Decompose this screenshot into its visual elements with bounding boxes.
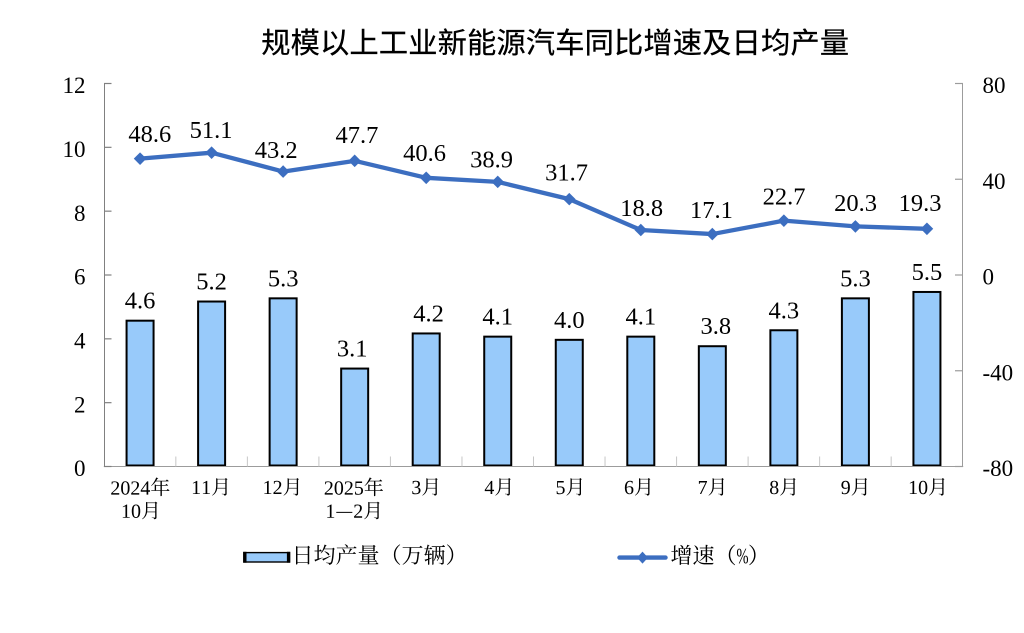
- svg-text:5.3: 5.3: [268, 265, 299, 292]
- svg-text:4.1: 4.1: [482, 304, 513, 331]
- svg-text:4.2: 4.2: [413, 300, 444, 327]
- svg-text:3.8: 3.8: [701, 313, 732, 340]
- svg-text:2: 2: [74, 392, 86, 417]
- svg-text:40: 40: [983, 169, 1006, 194]
- svg-text:-40: -40: [983, 360, 1014, 385]
- svg-text:4.3: 4.3: [769, 297, 800, 324]
- svg-text:47.7: 47.7: [335, 122, 378, 149]
- svg-text:0: 0: [74, 456, 86, 481]
- svg-text:80: 80: [983, 73, 1006, 98]
- svg-text:38.9: 38.9: [470, 146, 513, 173]
- svg-text:22.7: 22.7: [763, 184, 806, 211]
- svg-text:43.2: 43.2: [255, 137, 298, 164]
- svg-text:4.0: 4.0: [554, 307, 585, 334]
- svg-text:12: 12: [63, 73, 86, 98]
- svg-text:4: 4: [74, 328, 86, 353]
- svg-text:5.3: 5.3: [840, 265, 871, 292]
- svg-text:10: 10: [63, 137, 86, 162]
- svg-text:3.1: 3.1: [337, 336, 368, 363]
- svg-text:48.6: 48.6: [128, 121, 171, 148]
- svg-text:8: 8: [74, 201, 86, 226]
- svg-text:17.1: 17.1: [690, 197, 733, 224]
- svg-text:19.3: 19.3: [899, 190, 942, 217]
- svg-text:0: 0: [983, 265, 995, 290]
- svg-text:31.7: 31.7: [545, 160, 588, 187]
- svg-text:40.6: 40.6: [403, 140, 446, 167]
- svg-text:5.2: 5.2: [196, 269, 227, 296]
- svg-text:6: 6: [74, 265, 86, 290]
- svg-text:4.6: 4.6: [125, 288, 156, 315]
- svg-text:4.1: 4.1: [625, 304, 656, 331]
- svg-text:51.1: 51.1: [190, 117, 233, 144]
- svg-text:-80: -80: [983, 456, 1014, 481]
- svg-text:5.5: 5.5: [912, 259, 943, 286]
- svg-text:20.3: 20.3: [834, 190, 877, 217]
- svg-text:18.8: 18.8: [620, 195, 663, 222]
